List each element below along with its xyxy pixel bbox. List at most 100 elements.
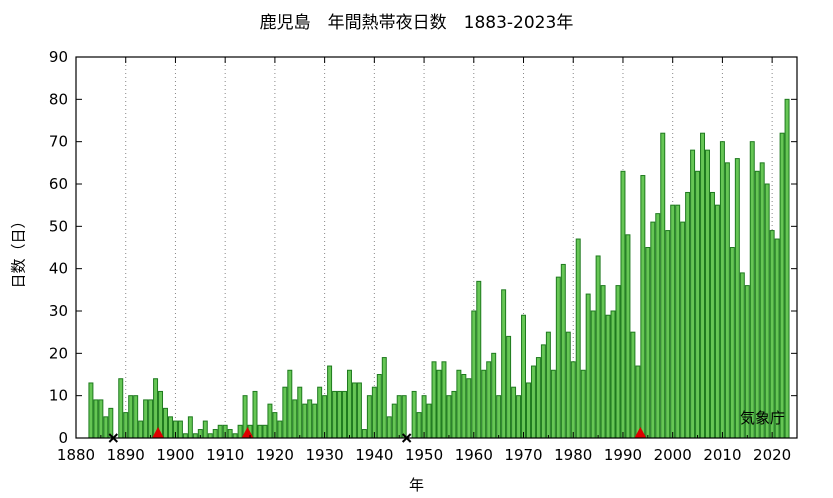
y-tick-label: 40 — [49, 260, 68, 278]
bar-2018 — [759, 162, 765, 439]
x-tick-label: 1930 — [306, 446, 344, 464]
x-tick-label: 1950 — [405, 446, 443, 464]
bar-1967 — [506, 335, 512, 439]
bar-1922 — [282, 386, 288, 439]
bar-1957 — [456, 369, 462, 439]
bar-1970 — [521, 314, 527, 439]
bar-1934 — [342, 390, 347, 439]
bar-1978 — [560, 263, 566, 439]
bar-1966 — [501, 289, 507, 439]
credit-label: 気象庁 — [739, 409, 785, 427]
bar-1990 — [620, 170, 626, 439]
bar-2002 — [680, 221, 686, 439]
bar-2013 — [734, 158, 740, 439]
bar-2012 — [729, 247, 735, 439]
x-tick-label: 1900 — [156, 446, 194, 464]
bar-1918 — [262, 424, 268, 439]
bar-1994 — [640, 175, 646, 439]
triangle-marker — [634, 427, 647, 438]
bar-2004 — [690, 149, 696, 439]
bar-1904 — [192, 433, 198, 439]
bar-1951 — [426, 403, 432, 439]
bar-1907 — [207, 433, 213, 439]
bar-1899 — [167, 416, 173, 439]
bar-1968 — [511, 386, 517, 439]
chart-title: 鹿児島 年間熱帯夜日数 1883-2023年 — [259, 13, 574, 33]
bar-2007 — [705, 149, 710, 439]
triangle-marker — [241, 427, 254, 438]
bar-1976 — [550, 369, 556, 439]
bar-1884 — [93, 399, 99, 439]
bar-1961 — [476, 280, 482, 439]
bar-1936 — [351, 382, 357, 439]
bar-2017 — [754, 170, 760, 439]
bar-1898 — [163, 407, 168, 439]
x-tick-label: 1890 — [107, 446, 145, 464]
bar-1940 — [371, 386, 377, 439]
bar-1958 — [461, 374, 467, 439]
y-tick-label: 0 — [58, 429, 68, 447]
bar-1987 — [605, 314, 611, 439]
bar-1935 — [346, 369, 352, 439]
bar-1959 — [466, 378, 472, 439]
bar-1992 — [630, 331, 636, 439]
bar-1886 — [103, 416, 109, 439]
bar-1989 — [615, 285, 621, 439]
bar-1980 — [570, 361, 576, 439]
bar-2011 — [724, 162, 730, 439]
bar-1999 — [665, 230, 671, 439]
bar-1903 — [187, 416, 193, 439]
bar-1960 — [471, 310, 477, 439]
bar-2010 — [719, 141, 725, 439]
bar-1902 — [182, 433, 188, 439]
bar-1930 — [322, 395, 328, 439]
bar-1948 — [411, 390, 417, 439]
bar-2008 — [709, 191, 715, 439]
bar-1883 — [88, 382, 94, 439]
bar-1971 — [526, 382, 531, 439]
x-tick-label: 1980 — [554, 446, 592, 464]
bar-1964 — [491, 352, 497, 439]
bar-1995 — [645, 247, 651, 439]
x-tick-label: 2010 — [703, 446, 741, 464]
bar-1981 — [575, 238, 581, 439]
bar-1887 — [108, 407, 114, 439]
bar-1911 — [227, 429, 233, 439]
bar-1972 — [530, 365, 536, 439]
bar-1973 — [535, 357, 541, 439]
bar-1926 — [302, 403, 308, 439]
bar-1916 — [252, 390, 258, 439]
bar-1921 — [277, 420, 283, 439]
bar-1996 — [650, 221, 656, 439]
bar-1892 — [133, 395, 139, 439]
bar-1969 — [516, 395, 522, 439]
y-tick-label: 70 — [49, 133, 68, 151]
x-tick-label: 2000 — [654, 446, 692, 464]
bar-1924 — [292, 399, 298, 439]
bar-1962 — [481, 369, 487, 439]
bar-1950 — [421, 395, 427, 439]
bar-2009 — [714, 204, 720, 439]
bar-1945 — [396, 395, 402, 439]
bar-1941 — [376, 374, 382, 439]
bar-1891 — [128, 395, 134, 439]
bar-1929 — [317, 386, 323, 439]
bar-1937 — [356, 382, 362, 439]
x-tick-label: 1920 — [256, 446, 294, 464]
bar-1949 — [416, 412, 422, 439]
bar-2023 — [784, 98, 790, 439]
bar-1909 — [217, 424, 223, 439]
bars — [88, 98, 790, 439]
bar-1933 — [337, 390, 343, 439]
bar-1956 — [451, 390, 457, 439]
bar-2005 — [695, 170, 701, 439]
y-axis-label: 日数（日） — [9, 213, 28, 289]
bar-1965 — [496, 395, 502, 439]
bar-1977 — [555, 276, 561, 439]
bar-1889 — [118, 378, 124, 439]
bar-2003 — [685, 191, 691, 439]
bar-1944 — [391, 403, 397, 439]
bar-1986 — [600, 285, 606, 439]
bar-1938 — [361, 429, 367, 439]
bar-1906 — [202, 420, 208, 439]
